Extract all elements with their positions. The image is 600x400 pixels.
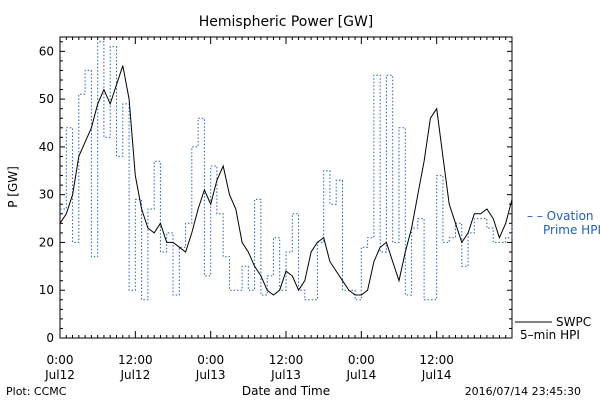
x-tick-date-label: Jul14 [421,368,452,382]
x-axis: 0:00Jul1212:00Jul120:00Jul1312:00Jul130:… [44,37,507,382]
legend-swpc-label: SWPC [556,315,591,329]
x-tick-label: 0:00 [47,353,74,367]
x-tick-label: 12:00 [419,353,454,367]
y-tick-label: 60 [39,44,54,58]
swpc-hpi-series-line [59,65,513,296]
y-tick-label: 50 [39,92,54,106]
y-axis-label: P [GW] [6,166,20,208]
chart-title: Hemispheric Power [GW] [199,14,374,30]
y-tick-label: 30 [39,188,54,202]
y-tick-label: 0 [46,331,54,345]
plot-frame [59,36,513,339]
x-tick-date-label: Jul13 [270,368,301,382]
x-tick-label: 12:00 [269,353,304,367]
x-axis-label: Date and Time [242,384,330,398]
plot-credit: Plot: CCMC [6,385,67,398]
legend-ovation-label-line2: Prime HPI [543,223,600,237]
y-tick-label: 40 [39,140,54,154]
legend-swpc-label-line2: 5–min HPI [520,328,580,342]
x-tick-date-label: Jul14 [345,368,376,382]
plot-area [59,36,513,339]
x-tick-date-label: Jul12 [44,368,75,382]
y-tick-label: 20 [39,235,54,249]
ovation-prime-series-line [60,41,513,301]
y-tick-label: 10 [39,283,54,297]
y-axis: 0 10 20 30 40 50 60 [39,41,512,345]
x-tick-date-label: Jul12 [119,368,150,382]
plot-timestamp: 2016/07/14 23:45:30 [465,385,581,398]
x-tick-label: 0:00 [197,353,224,367]
legend-ovation-label: – – Ovation [527,209,594,223]
x-tick-date-label: Jul13 [195,368,226,382]
x-tick-label: 0:00 [348,353,375,367]
x-tick-label: 12:00 [118,353,153,367]
